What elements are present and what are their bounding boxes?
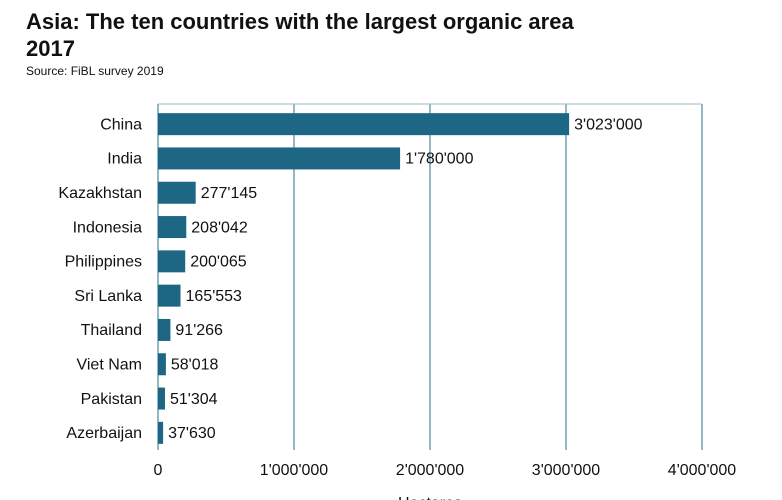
chart-subtitle: Source: FiBL survey 2019 [26, 64, 164, 78]
x-tick-label: 3'000'000 [532, 462, 601, 479]
value-label: 208'042 [191, 219, 248, 236]
x-axis-label: Hectares [398, 495, 462, 500]
y-tick-label: Pakistan [81, 391, 142, 408]
x-tick-label: 1'000'000 [260, 462, 329, 479]
x-tick-label: 2'000'000 [396, 462, 465, 479]
value-label: 58'018 [171, 356, 219, 373]
y-tick-label: Thailand [81, 322, 142, 339]
y-tick-label: Azerbaijan [66, 425, 142, 442]
bar [158, 353, 166, 376]
value-label: 277'145 [201, 185, 258, 202]
bar [158, 181, 196, 204]
value-label: 51'304 [170, 391, 218, 408]
value-label: 165'553 [186, 288, 243, 305]
value-label: 1'780'000 [405, 151, 474, 168]
y-tick-label: India [107, 151, 142, 168]
y-tick-label: Viet Nam [76, 356, 142, 373]
bar [158, 421, 164, 444]
x-tick-label: 0 [154, 462, 163, 479]
bar [158, 284, 181, 307]
chart-title: Asia: The ten countries with the largest… [26, 9, 574, 61]
bar [158, 216, 187, 239]
y-tick-label: Philippines [65, 254, 142, 271]
y-tick-label: China [100, 116, 142, 133]
y-tick-label: Indonesia [73, 219, 142, 236]
bar [158, 387, 165, 410]
bar [158, 113, 570, 136]
value-label: 37'630 [168, 425, 216, 442]
y-tick-label: Kazakhstan [58, 185, 142, 202]
value-label: 200'065 [190, 254, 247, 271]
bar [158, 147, 401, 170]
y-tick-label: Sri Lanka [74, 288, 142, 305]
x-tick-label: 4'000'000 [668, 462, 737, 479]
value-label: 91'266 [175, 322, 223, 339]
value-label: 3'023'000 [574, 116, 643, 133]
bar [158, 318, 171, 341]
bar [158, 250, 186, 273]
